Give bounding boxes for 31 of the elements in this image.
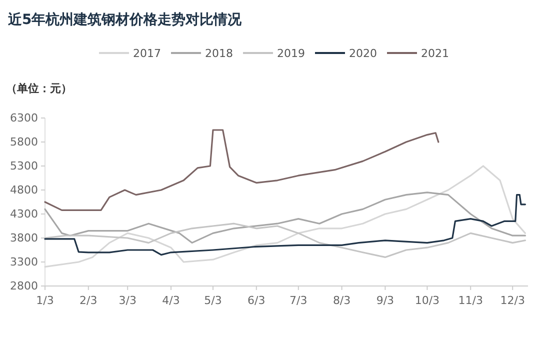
x-tick-label: 3/3 xyxy=(118,294,136,307)
x-tick-label: 1/3 xyxy=(36,294,54,307)
y-tick-label: 5800 xyxy=(10,136,38,148)
x-tick-label: 5/3 xyxy=(204,294,222,307)
legend-label: 2020 xyxy=(349,47,377,60)
legend-label: 2021 xyxy=(421,47,449,60)
y-tick-label: 2800 xyxy=(10,280,38,292)
x-tick-label: 4/3 xyxy=(162,294,180,307)
y-tick-label: 3800 xyxy=(10,232,38,244)
y-tick-label: 3300 xyxy=(10,256,38,268)
line-series xyxy=(44,222,526,258)
y-tick-label: 5300 xyxy=(10,160,38,172)
x-tick-label: 8/3 xyxy=(332,294,351,307)
x-tick-label: 11/3 xyxy=(458,294,483,307)
text: （单位：元） xyxy=(6,82,72,95)
x-tick-label: 12/3 xyxy=(500,294,525,307)
y-tick-label: 4800 xyxy=(10,184,38,196)
legend-label: 2019 xyxy=(277,47,305,60)
y-tick-label: 6300 xyxy=(10,112,38,124)
legend-label: 2017 xyxy=(133,47,161,60)
chart-title: 近5年杭州建筑钢材价格走势对比情况 xyxy=(7,11,243,28)
legend-label: 2018 xyxy=(205,47,233,60)
x-tick-label: 6/3 xyxy=(248,294,266,307)
line-series xyxy=(44,129,440,211)
line-series xyxy=(44,192,526,244)
line-series xyxy=(44,194,526,256)
x-tick-label: 10/3 xyxy=(414,294,440,307)
x-tick-label: 9/3 xyxy=(376,294,394,307)
x-tick-label: 2/3 xyxy=(80,294,98,307)
x-tick-label: 7/3 xyxy=(290,294,308,307)
y-tick-label: 4300 xyxy=(10,208,38,220)
